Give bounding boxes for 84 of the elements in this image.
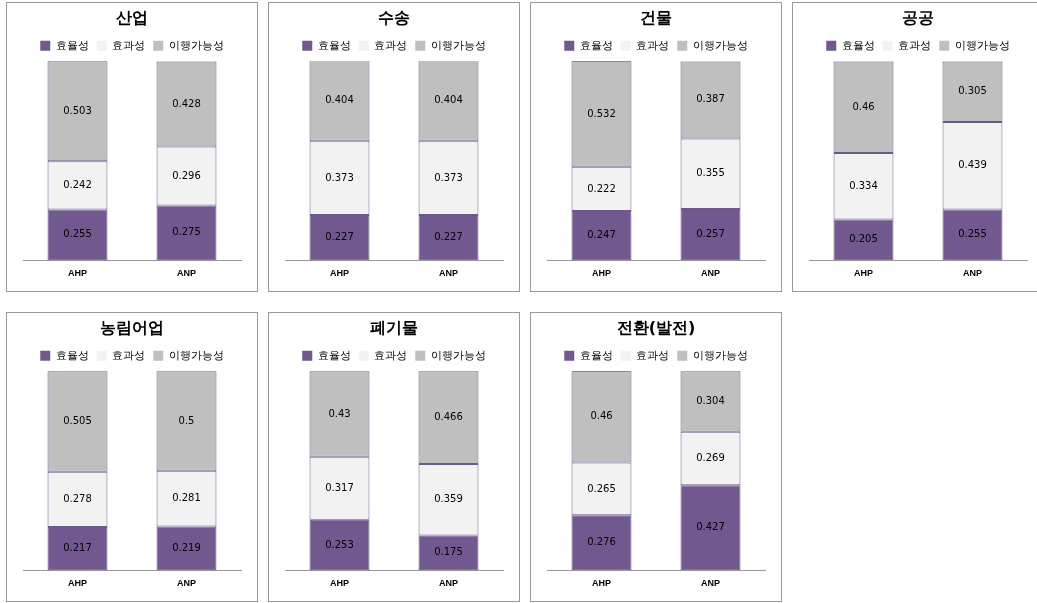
x-tick-label: AHP <box>329 578 350 589</box>
data-label: 0.175 <box>434 546 463 558</box>
legend-label: 효과성 <box>636 348 670 362</box>
data-label: 0.466 <box>434 411 463 423</box>
x-tick-label: AHP <box>67 578 88 589</box>
legend-label: 이행가능성 <box>430 38 486 52</box>
x-tick-label: AHP <box>67 268 88 279</box>
data-label: 0.46 <box>852 100 875 112</box>
legend-label: 효율성 <box>55 38 89 52</box>
data-label: 0.428 <box>172 97 201 109</box>
data-label: 0.219 <box>172 542 201 553</box>
data-label: 0.227 <box>434 231 463 243</box>
data-label: 0.276 <box>587 536 616 548</box>
data-label: 0.439 <box>958 159 987 171</box>
legend-label: 효과성 <box>898 38 932 52</box>
data-label: 0.242 <box>63 178 92 190</box>
data-label: 0.427 <box>696 521 725 533</box>
x-tick-label: ANP <box>438 578 459 589</box>
data-label: 0.281 <box>172 492 201 504</box>
data-label: 0.217 <box>63 542 92 554</box>
data-label: 0.334 <box>849 179 878 191</box>
data-label: 0.359 <box>434 493 463 505</box>
chart-title: 수송 <box>378 7 410 27</box>
legend-label: 효율성 <box>317 348 351 362</box>
data-label: 0.278 <box>63 492 92 504</box>
data-label: 0.373 <box>434 171 463 183</box>
data-label: 0.532 <box>587 107 616 119</box>
chart-title: 건물 <box>640 7 672 27</box>
data-label: 0.317 <box>325 481 354 493</box>
legend-label: 효과성 <box>112 38 146 52</box>
data-label: 0.222 <box>587 182 616 194</box>
data-label: 0.247 <box>587 229 616 241</box>
data-label: 0.257 <box>696 228 725 240</box>
data-label: 0.227 <box>325 231 354 243</box>
x-tick-label: AHP <box>853 268 874 279</box>
legend-label: 효율성 <box>579 348 613 362</box>
legend-label: 이행가능성 <box>692 38 748 52</box>
legend-label: 효과성 <box>374 38 408 52</box>
data-label: 0.373 <box>325 171 354 183</box>
legend-label: 이행가능성 <box>168 38 224 52</box>
x-tick-label: AHP <box>591 578 612 589</box>
data-label: 0.205 <box>849 233 878 245</box>
legend-label: 효과성 <box>112 348 146 362</box>
legend-label: 효과성 <box>636 38 670 52</box>
data-label: 0.269 <box>696 452 725 464</box>
x-tick-label: AHP <box>591 268 612 279</box>
legend-label: 효율성 <box>317 38 351 52</box>
x-tick-label: ANP <box>176 268 197 279</box>
data-label: 0.5 <box>178 414 195 426</box>
x-tick-label: ANP <box>438 268 459 279</box>
x-tick-label: ANP <box>700 268 721 279</box>
chart-title: 산업 <box>116 7 148 27</box>
chart-title: 폐기물 <box>370 317 418 337</box>
data-label: 0.304 <box>696 395 725 407</box>
data-label: 0.255 <box>63 228 92 240</box>
legend-label: 효과성 <box>374 348 408 362</box>
data-label: 0.275 <box>172 226 201 238</box>
chart-title: 공공 <box>902 7 934 27</box>
data-label: 0.46 <box>590 410 613 422</box>
data-label: 0.404 <box>434 94 463 106</box>
data-label: 0.296 <box>172 169 201 181</box>
chart-title: 전환(발전) <box>616 317 696 337</box>
data-label: 0.253 <box>325 538 354 550</box>
legend-label: 효율성 <box>55 348 89 362</box>
legend-label: 효율성 <box>579 38 613 52</box>
data-label: 0.404 <box>325 94 354 106</box>
chart-title: 농림어업 <box>100 317 164 337</box>
data-label: 0.255 <box>958 228 987 240</box>
x-tick-label: AHP <box>329 268 350 279</box>
x-tick-label: ANP <box>700 578 721 589</box>
legend-label: 이행가능성 <box>430 348 486 362</box>
legend-label: 이행가능성 <box>692 348 748 362</box>
legend-label: 이행가능성 <box>168 348 224 362</box>
data-label: 0.505 <box>63 415 92 427</box>
data-label: 0.503 <box>63 104 92 116</box>
x-tick-label: ANP <box>176 578 197 589</box>
legend-label: 이행가능성 <box>954 38 1010 52</box>
data-label: 0.355 <box>696 167 725 179</box>
data-label: 0.43 <box>328 407 351 419</box>
legend-label: 효율성 <box>841 38 875 52</box>
data-label: 0.265 <box>587 482 616 494</box>
data-label: 0.305 <box>958 85 987 97</box>
data-label: 0.387 <box>696 93 725 105</box>
x-tick-label: ANP <box>962 268 983 279</box>
